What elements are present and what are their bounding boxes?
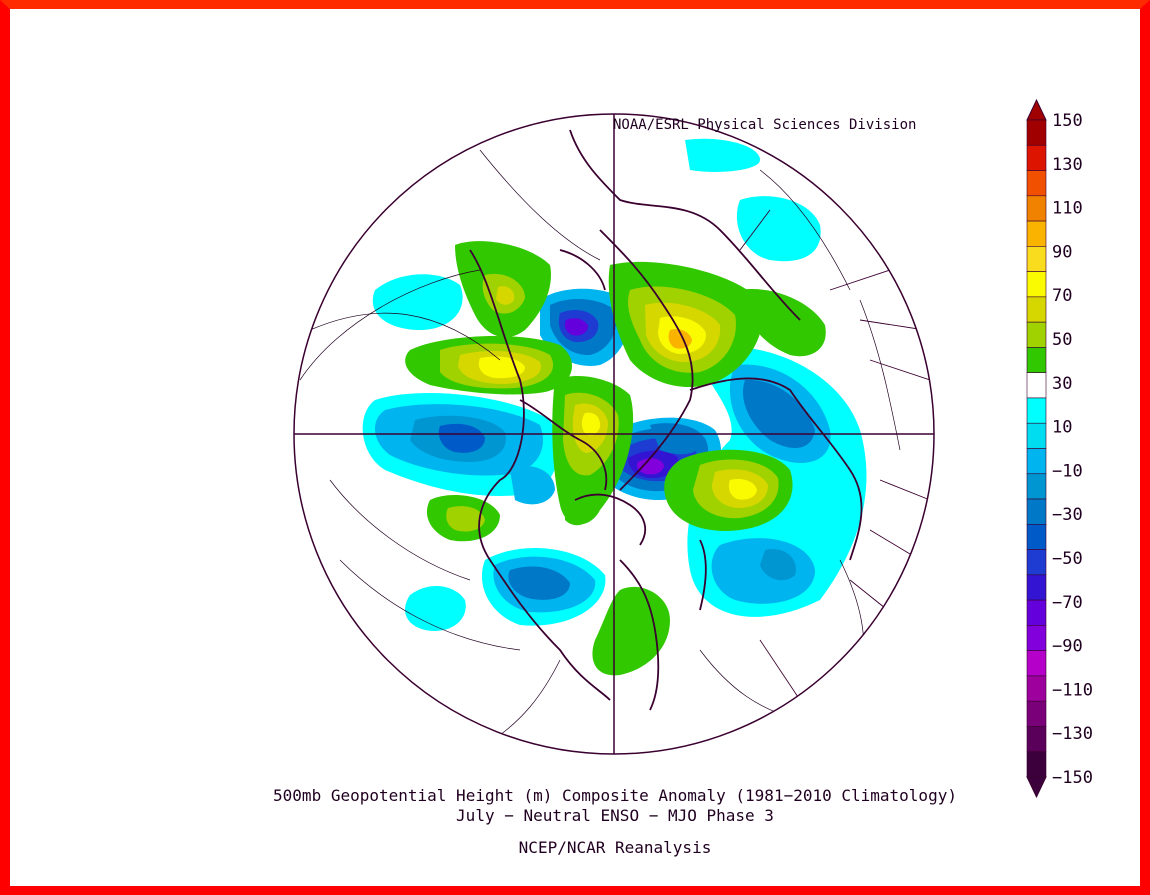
- colorbar: 150 130 110 90 70 50 30 10 −10 −30 −50 −70 −90 −110 −1…: [1026, 98, 1093, 799]
- anomaly-neg-nw-canada: [372, 274, 463, 330]
- colorbar-tick-label: 150: [1052, 111, 1083, 131]
- anomaly-neg-siberia-5: [636, 458, 664, 475]
- colorbar-swatch: [1026, 498, 1047, 525]
- colorbar-swatch: [1026, 119, 1047, 146]
- colorbar-swatch: [1026, 144, 1047, 171]
- anomaly-neg-core-canada-3: [438, 423, 485, 453]
- colorbar-tick-label: 70: [1052, 286, 1072, 306]
- colorbar-tick-label: −10: [1052, 461, 1083, 481]
- colorbar-swatch: [1026, 397, 1047, 424]
- colorbar-tick-label: 130: [1052, 155, 1083, 175]
- colorbar-tick-label: −70: [1052, 593, 1083, 613]
- colorbar-tick-label: −150: [1052, 768, 1093, 788]
- colorbar-tick-label: 50: [1052, 330, 1072, 350]
- anomaly-neg-canada-east: [510, 466, 555, 505]
- anomaly-pos-north-pacific-core: [446, 506, 485, 532]
- colorbar-swatch: [1026, 599, 1047, 626]
- title-line-2: July − Neutral ENSO − MJO Phase 3: [456, 806, 774, 825]
- colorbar-swatch: [1026, 726, 1047, 753]
- colorbar-swatch: [1026, 448, 1047, 475]
- colorbar-tick-label: −130: [1052, 724, 1093, 744]
- coastlines: [469, 129, 863, 711]
- colorbar-swatch: [1026, 170, 1047, 197]
- colorbar-swatch: [1026, 220, 1047, 247]
- anomaly-neg-central-atlantic: [405, 585, 466, 631]
- anomaly-pos-siberia-east: [740, 289, 826, 357]
- colorbar-tick-label: −90: [1052, 637, 1083, 657]
- colorbar-swatch: [1026, 524, 1047, 550]
- anomaly-neg-arctic-alaska: [685, 138, 760, 172]
- anomaly-neg-alaska: [650, 423, 705, 455]
- colorbar-swatch: [1026, 675, 1047, 702]
- anomaly-neg-core-east-asia-south-2: [760, 549, 796, 581]
- anomaly-neg-core-east-asia-2: [742, 379, 815, 449]
- colorbar-bottom-arrow: [1026, 776, 1047, 799]
- colorbar-swatch: [1026, 372, 1047, 399]
- colorbar-tick-label: −50: [1052, 549, 1083, 569]
- colorbar-swatch: [1026, 650, 1047, 677]
- colorbar-swatch: [1026, 246, 1047, 272]
- colorbar-swatch: [1026, 700, 1047, 727]
- anomaly-neg-core-atlantic-2: [508, 566, 570, 600]
- anomaly-neg-east-asia-south: [790, 492, 853, 559]
- anomaly-pos-russia-4: [581, 412, 601, 436]
- credit-label: NOAA/ESRL Physical Sciences Division: [613, 117, 917, 133]
- anomaly-pos-bering-4: [728, 479, 757, 500]
- colorbar-swatch: [1026, 549, 1047, 576]
- colorbar-tick-label: 10: [1052, 418, 1072, 438]
- anomaly-pos-greenland-peak: [496, 286, 515, 305]
- colorbar-swatch: [1026, 751, 1047, 778]
- anomaly-neg-pacific-north: [736, 196, 821, 262]
- colorbar-swatch: [1026, 195, 1047, 222]
- colorbar-swatch: [1026, 422, 1047, 449]
- title-line-1: 500mb Geopotential Height (m) Composite …: [273, 786, 957, 805]
- anomaly-pos-central-asia: [565, 488, 595, 526]
- colorbar-swatch: [1026, 321, 1047, 348]
- colorbar-swatch: [1026, 473, 1047, 500]
- colorbar-tick-label: 110: [1052, 199, 1083, 219]
- colorbar-swatch: [1026, 625, 1047, 651]
- colorbar-tick-label: 90: [1052, 242, 1072, 262]
- colorbar-top-arrow: [1026, 98, 1047, 121]
- colorbar-swatch: [1026, 296, 1047, 323]
- anomaly-neg-scandinavia-4: [564, 318, 588, 336]
- title-line-3: NCEP/NCAR Reanalysis: [518, 838, 712, 857]
- colorbar-swatch: [1026, 574, 1047, 601]
- colorbar-swatch: [1026, 347, 1047, 373]
- colorbar-tick-label: −110: [1052, 680, 1093, 700]
- colorbar-swatch: [1026, 271, 1047, 298]
- colorbar-tick-label: −30: [1052, 505, 1083, 525]
- colorbar-tick-label: 30: [1052, 374, 1072, 394]
